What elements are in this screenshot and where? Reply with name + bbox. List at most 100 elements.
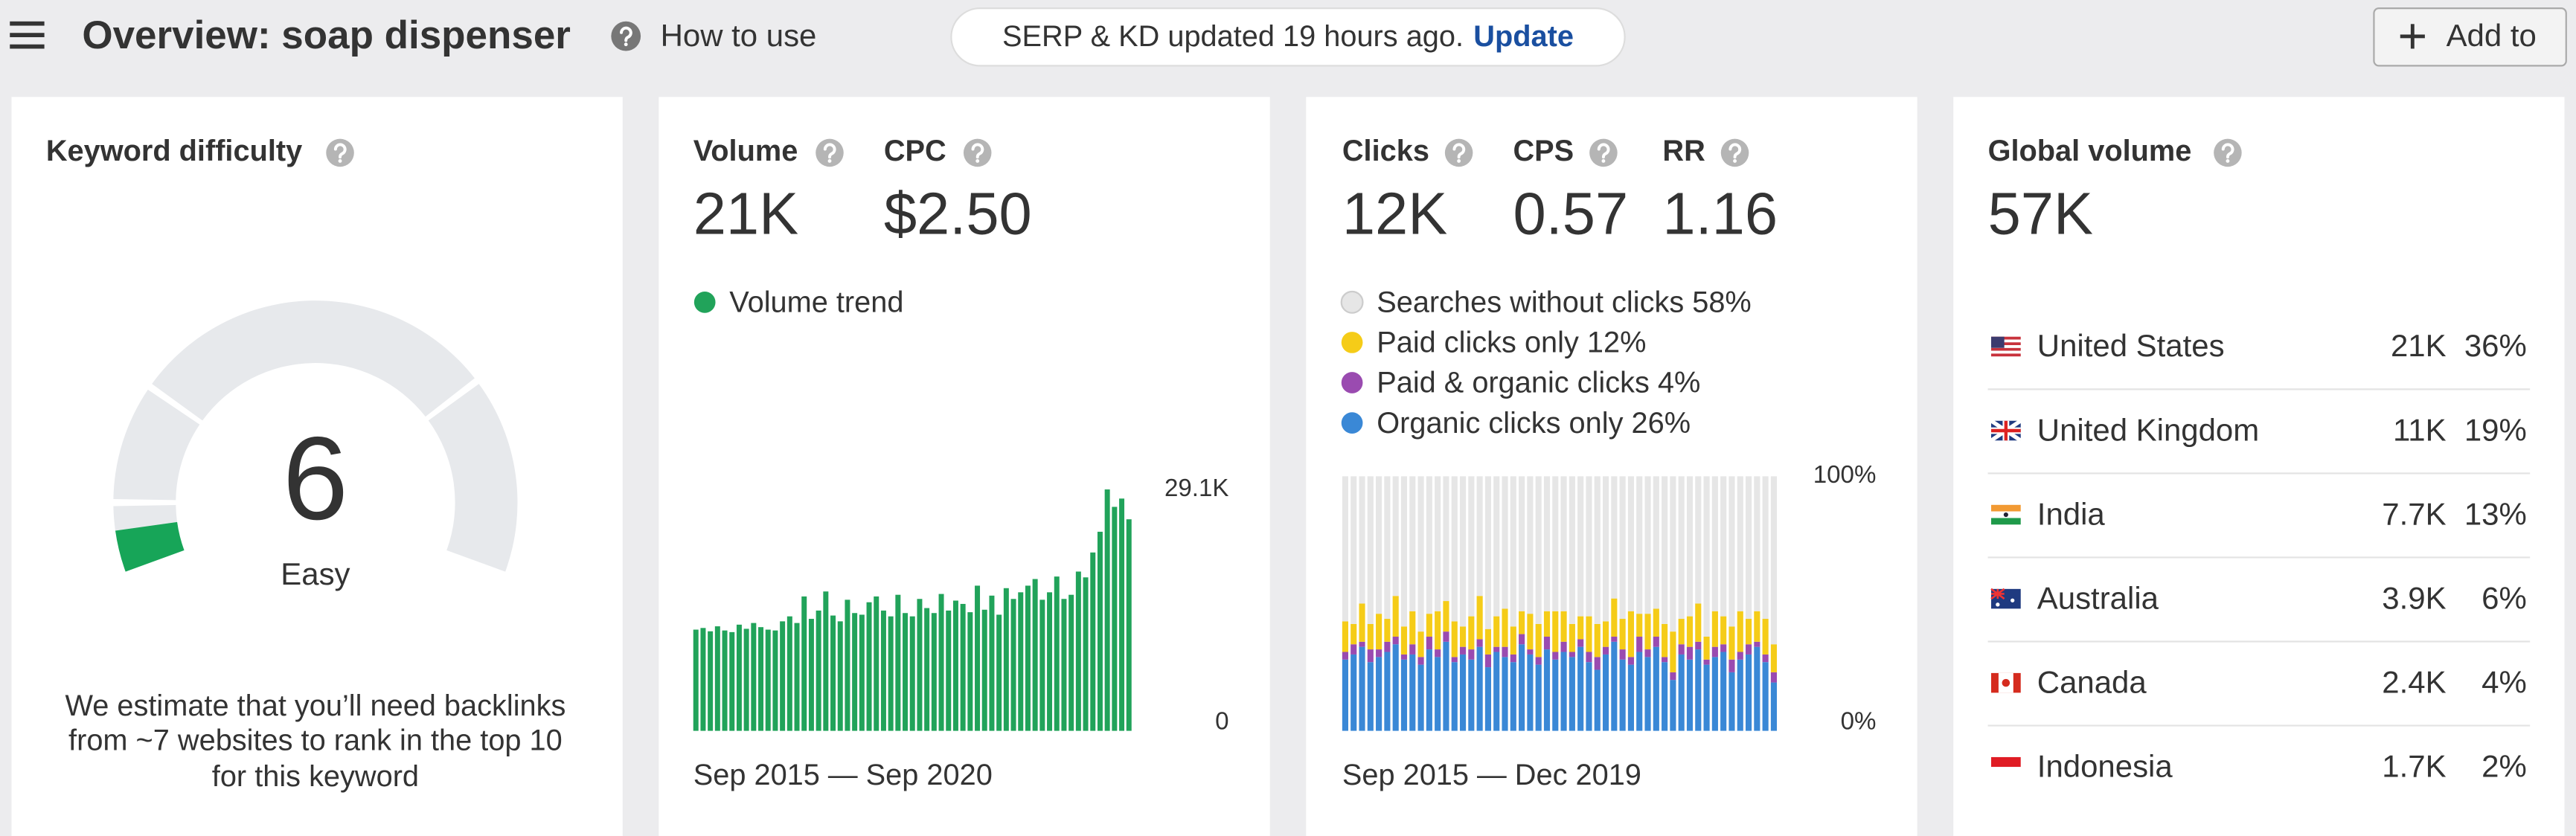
bar-segment (1653, 646, 1659, 731)
help-circle (2214, 138, 2242, 167)
add-button[interactable]: Add to (2373, 7, 2567, 67)
help-icon[interactable] (326, 138, 354, 167)
bar-segment (1502, 657, 1508, 731)
bar-segment (1586, 616, 1592, 652)
flag (1990, 756, 2021, 777)
bar-segment (1686, 646, 1694, 660)
bar-segment (1644, 657, 1651, 731)
bar-segment (1611, 636, 1618, 642)
bar (845, 599, 850, 731)
metric-label: CPS (1513, 135, 1574, 167)
help-icon[interactable] (2214, 138, 2242, 167)
bar-segment (1502, 476, 1508, 609)
help-dot (2226, 159, 2230, 163)
bar-segment (1627, 476, 1634, 611)
country-share: 13% (2464, 496, 2527, 531)
bar (852, 613, 858, 731)
bar (859, 614, 865, 731)
bar (1003, 588, 1009, 731)
bar-segment (1535, 476, 1542, 624)
bar (1054, 576, 1060, 731)
bar-segment (1409, 611, 1416, 645)
help-icon[interactable] (963, 138, 992, 167)
card (1953, 97, 2565, 836)
bar (1090, 552, 1096, 731)
country-link[interactable]: United States (2037, 328, 2225, 363)
help-dot (827, 159, 832, 163)
bar-segment (1720, 616, 1727, 645)
bar-segment (1560, 476, 1567, 611)
help-icon[interactable] (816, 138, 844, 167)
bar-segment (1594, 623, 1601, 657)
country-link[interactable]: United Kingdom (2037, 412, 2259, 447)
bar-segment (1342, 652, 1348, 660)
status-text: SERP & KD updated 19 hours ago. Update (1002, 19, 1574, 52)
bar-segment (1459, 476, 1467, 627)
bar-segment (1426, 636, 1432, 650)
help-link[interactable]: How to use (611, 18, 816, 53)
bar-segment (1703, 636, 1710, 660)
bar-segment (1510, 476, 1516, 627)
bar-segment (1476, 639, 1483, 647)
bar-segment (1443, 641, 1449, 731)
bar-segment (1636, 652, 1643, 731)
bar-segment (1392, 636, 1399, 645)
bar-segment (1602, 646, 1609, 655)
button-frame (2373, 7, 2567, 67)
update-link[interactable]: Update (1473, 19, 1574, 52)
metric-label: RR (1662, 135, 1705, 167)
legend-label: Organic clicks only 26% (1377, 406, 1691, 439)
bar-segment (1409, 476, 1416, 611)
bar-segment (1359, 641, 1365, 647)
country-link[interactable]: Australia (2037, 580, 2159, 615)
bar (917, 599, 923, 731)
bar (743, 628, 749, 731)
flag-part (1990, 350, 2021, 354)
bar-segment (1703, 664, 1710, 731)
bar-segment (1560, 611, 1567, 642)
bar (1075, 571, 1081, 731)
bar (823, 591, 829, 731)
bar-segment (1359, 646, 1365, 731)
help-icon[interactable] (1720, 138, 1749, 167)
metric-label: Volume (693, 135, 798, 167)
bar-segment (1636, 476, 1643, 614)
country-share: 6% (2482, 580, 2527, 615)
help-icon[interactable] (1589, 138, 1618, 167)
help-icon[interactable] (1444, 138, 1473, 167)
y-tick-label: 0 (1215, 707, 1228, 735)
help-circle (1589, 138, 1618, 167)
bar (1010, 599, 1016, 731)
country-link[interactable]: Canada (2037, 664, 2147, 699)
country-link[interactable]: India (2037, 496, 2106, 531)
bar-segment (1594, 657, 1601, 670)
bar-segment (1619, 619, 1626, 650)
bar-segment (1493, 652, 1500, 731)
country-link[interactable]: Indonesia (2037, 748, 2173, 783)
bar-segment (1720, 476, 1727, 617)
row-divider (1987, 724, 2531, 727)
bar-segment (1392, 596, 1399, 637)
bar-segment (1653, 636, 1659, 647)
bar (837, 621, 843, 731)
bar-segment (1351, 476, 1357, 624)
bar-segment (1720, 644, 1727, 652)
bar-segment (1367, 476, 1374, 624)
legend-name: Paid clicks only (1377, 326, 1579, 358)
bar-segment (1367, 623, 1374, 650)
menu-icon[interactable] (10, 21, 45, 49)
bar-segment (1493, 616, 1500, 647)
bar-segment (1569, 652, 1575, 657)
bar-segment (1754, 646, 1760, 731)
bar-segment (1745, 654, 1752, 731)
bar-segment (1468, 616, 1475, 650)
bar-segment (1417, 476, 1424, 632)
bar-segment (1459, 646, 1467, 655)
bar-segment (1451, 662, 1458, 731)
bar (924, 608, 930, 731)
bar-segment (1586, 652, 1592, 663)
country-volume: 21K (2391, 328, 2447, 363)
bar-segment (1711, 657, 1718, 731)
bar-segment (1662, 662, 1668, 731)
